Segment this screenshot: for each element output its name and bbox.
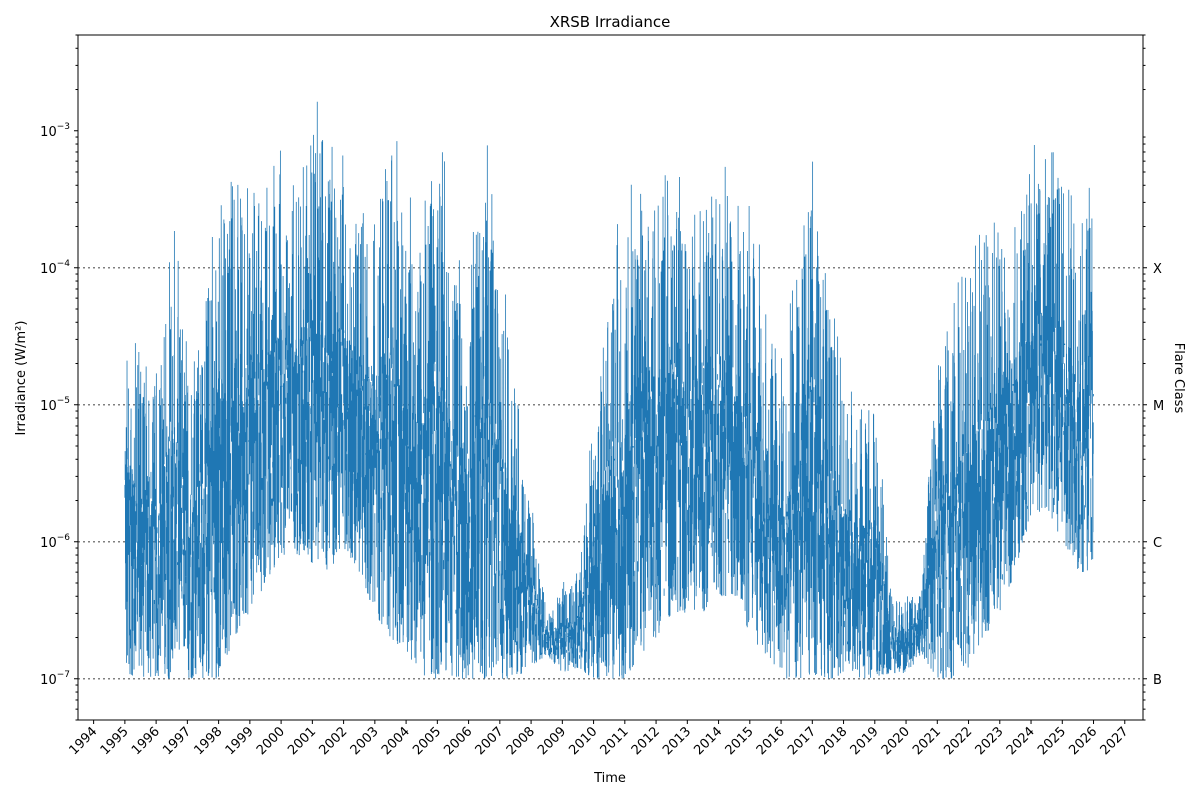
flare-class-label-B: B: [1153, 673, 1162, 688]
y-tick-label: 10−5: [40, 396, 70, 414]
flare-class-label-C: C: [1153, 536, 1162, 551]
chart-title: XRSB Irradiance: [550, 13, 671, 31]
y-tick-label: 10−4: [40, 259, 70, 277]
y2-axis-label: Flare Class: [1171, 343, 1186, 414]
y-axis-left: 10−7 10−6 10−5 10−4 10−3: [40, 34, 78, 721]
plot-area-frame: [77, 34, 1144, 721]
y-tick-label: 10−7: [40, 670, 70, 688]
x-axis-label: Time: [593, 771, 626, 786]
irradiance-line: [124, 101, 1094, 679]
y-tick-label: 10−3: [40, 122, 70, 140]
y-axis-label: Irradiance (W/m²): [14, 321, 29, 436]
y-axis-right: B C M X: [1143, 34, 1164, 721]
flare-class-label-X: X: [1153, 262, 1162, 277]
flare-class-label-M: M: [1153, 399, 1164, 414]
y-tick-label: 10−6: [40, 533, 70, 551]
irradiance-series: [124, 101, 1094, 679]
